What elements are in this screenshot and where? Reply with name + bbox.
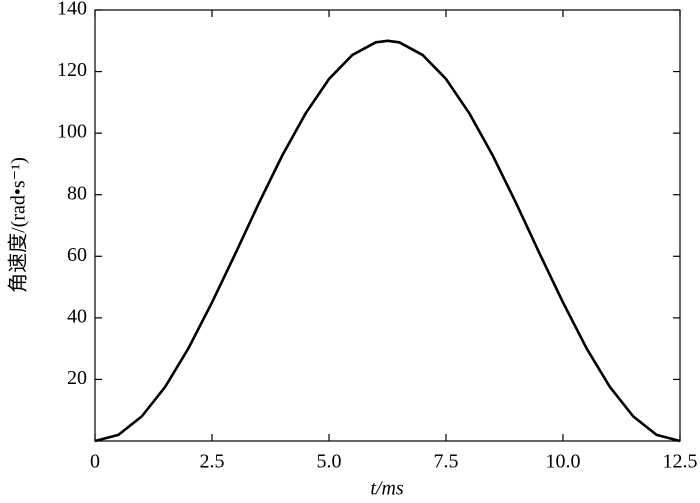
x-axis-label: t/ms <box>370 478 404 500</box>
y-tick-label: 60 <box>67 244 87 266</box>
x-tick-label: 7.5 <box>434 451 459 473</box>
x-tick-label: 10.0 <box>546 451 581 473</box>
plot-frame <box>94 9 681 442</box>
line-series <box>94 39 681 443</box>
y-tick-label: 40 <box>67 305 87 327</box>
x-tick-label: 0 <box>90 451 100 473</box>
x-tick-label: 5.0 <box>317 451 342 473</box>
y-tick-label: 20 <box>67 367 87 389</box>
y-tick-label: 140 <box>57 0 87 20</box>
x-tick-label: 2.5 <box>200 451 225 473</box>
y-tick-label: 100 <box>57 121 87 143</box>
y-axis-label: 角速度/(rad•s⁻¹) <box>7 157 30 293</box>
y-tick-label: 120 <box>57 59 87 81</box>
x-tick-label: 12.5 <box>663 451 698 473</box>
y-tick-label: 80 <box>67 182 87 204</box>
